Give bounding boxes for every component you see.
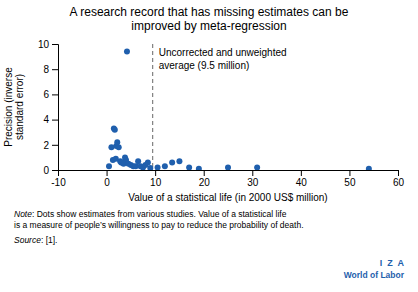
point [176, 158, 182, 164]
tick-mark [52, 94, 58, 95]
tick-mark [349, 170, 350, 176]
point [169, 159, 175, 165]
tick: 6 [43, 89, 58, 100]
tick-label: 8 [43, 64, 49, 75]
tick-label: 0 [104, 177, 110, 188]
note-italic: Note [14, 209, 32, 219]
note-text: : [1]. [41, 235, 58, 245]
tick-mark [52, 69, 58, 70]
tick-mark [52, 170, 58, 171]
point [106, 163, 112, 169]
y-axis-line [52, 45, 59, 171]
annotation: Uncorrected and unweighted average (9.5 m… [159, 47, 287, 71]
tick-mark [204, 170, 205, 176]
tick: 0 [43, 165, 58, 176]
tick-mark [398, 170, 399, 176]
tick: -10 [51, 170, 66, 188]
tick-label: 20 [199, 177, 211, 188]
tick: 4 [43, 114, 58, 125]
point [145, 159, 151, 165]
y-axis-title-line: Precision (inverse [3, 67, 14, 147]
y-axis-title-line: standard error) [14, 74, 25, 140]
tick-mark [52, 145, 58, 146]
tick-label: -10 [51, 177, 66, 188]
tick-label: 4 [43, 114, 49, 125]
note: Source: [1]. [14, 235, 57, 245]
note-line: : Dots show estimates from various studi… [32, 209, 287, 219]
chart: A research record that has missing estim… [0, 0, 418, 292]
tick-label: 30 [247, 177, 259, 188]
point [114, 139, 120, 145]
tick-label: 40 [296, 177, 308, 188]
tick-mark [52, 120, 58, 121]
tick: 10 [150, 170, 162, 188]
tick-label: 6 [43, 89, 49, 100]
annotation-line: Uncorrected and unweighted [159, 47, 287, 58]
x-axis-line [59, 171, 399, 177]
tick-label: 50 [344, 177, 356, 188]
logo: I Z A [380, 258, 405, 268]
tick: 30 [247, 170, 259, 188]
note-italic: Source [14, 235, 41, 245]
tick-mark [107, 170, 108, 176]
reference-line [152, 44, 153, 170]
tick: 0 [104, 170, 110, 188]
x-axis-title: Value of a statistical life (in 2000 US$… [128, 192, 327, 203]
point [254, 164, 260, 170]
marks [106, 44, 372, 170]
title: A research record that has missing estim… [70, 5, 349, 33]
logo: World of Labor [344, 270, 405, 280]
point [147, 165, 153, 170]
point [186, 164, 192, 170]
point [162, 163, 168, 169]
tick: 20 [199, 170, 211, 188]
tick: 2 [43, 140, 58, 151]
tick-mark [301, 170, 302, 176]
title-line: A research record that has missing estim… [70, 5, 349, 19]
tick-mark [252, 170, 253, 176]
tick-label: 0 [43, 165, 49, 176]
tick: 60 [393, 170, 405, 188]
point [155, 164, 161, 170]
tick-mark [52, 44, 58, 45]
tick: 10 [38, 39, 58, 50]
point [124, 49, 130, 55]
tick-label: 10 [150, 177, 162, 188]
point [112, 127, 118, 133]
tick: 8 [43, 64, 58, 75]
note-line: : [1]. [41, 235, 58, 245]
y-axis: 0 2 4 6 8 10 [38, 39, 59, 176]
point [196, 166, 202, 170]
annotation-line: average (9.5 million) [159, 60, 250, 71]
note-line: is a measure of people’s willingness to … [14, 220, 304, 230]
x-axis: -10 0 10 20 30 40 50 60 [51, 170, 404, 188]
plot: -1001020304050600246810Uncorrected and u… [38, 39, 405, 188]
tick-mark [155, 170, 156, 176]
point [225, 164, 231, 170]
point [366, 166, 372, 170]
tick-label: 10 [38, 39, 50, 50]
note: Note: Dots show estimates from various s… [14, 209, 304, 230]
title-line: improved by meta-regression [131, 19, 286, 33]
tick: 40 [296, 170, 308, 188]
tick-label: 2 [43, 140, 49, 151]
tick-label: 60 [393, 177, 405, 188]
tick: 50 [344, 170, 356, 188]
point [116, 144, 122, 150]
y-axis-title: Precision (inversestandard error) [3, 67, 25, 147]
note-text: : Dots show estimates from various studi… [14, 209, 304, 230]
